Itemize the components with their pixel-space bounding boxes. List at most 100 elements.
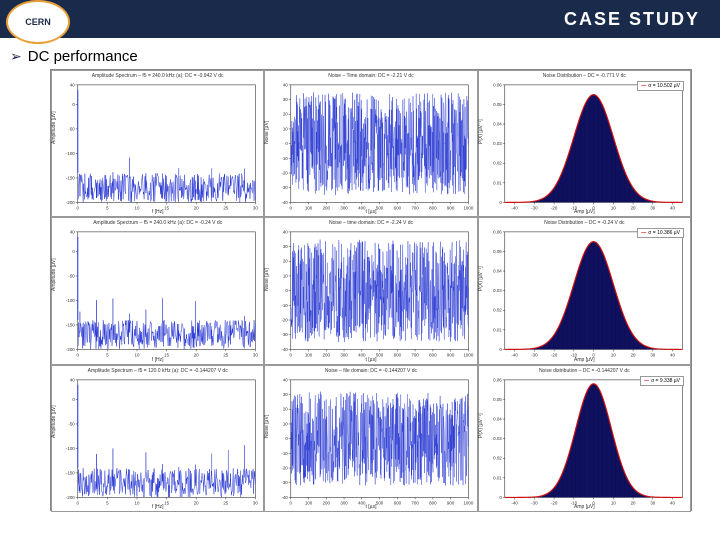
legend-box: —σ = 9.338 µV — [640, 376, 684, 386]
svg-text:20: 20 — [283, 406, 288, 411]
svg-text:0.03: 0.03 — [493, 288, 502, 293]
logo-text: CERN — [25, 17, 51, 27]
panel-title: Amplitude Spectrum – f5 = 240.0 kHz (a):… — [52, 73, 263, 79]
svg-text:-50: -50 — [68, 274, 75, 279]
x-axis-label: t [µs] — [265, 209, 476, 215]
svg-text:0: 0 — [72, 249, 75, 254]
bullet-text: DC performance — [28, 48, 138, 65]
svg-text:0.06: 0.06 — [493, 230, 502, 235]
svg-text:-30: -30 — [282, 480, 289, 485]
svg-text:-40: -40 — [282, 347, 289, 352]
svg-text:-40: -40 — [282, 200, 289, 205]
svg-text:-20: -20 — [282, 318, 289, 323]
svg-text:0.05: 0.05 — [493, 102, 502, 107]
y-axis-label: Amplitude [µV] — [51, 258, 57, 291]
svg-text:0.02: 0.02 — [493, 161, 502, 166]
chart-panel: -40-30-20-1001020304000.010.020.030.040.… — [478, 70, 691, 217]
svg-text:40: 40 — [70, 230, 75, 235]
svg-text:0.02: 0.02 — [493, 308, 502, 313]
svg-text:-100: -100 — [66, 151, 75, 156]
svg-text:30: 30 — [283, 244, 288, 249]
svg-text:10: 10 — [283, 274, 288, 279]
chart-panel: 01002003004005006007008009001000-40-30-2… — [264, 70, 477, 217]
svg-text:-10: -10 — [282, 450, 289, 455]
svg-text:20: 20 — [283, 112, 288, 117]
y-axis-label: P(X) [µV⁻¹] — [478, 414, 484, 439]
y-axis-label: Amplitude [µV] — [51, 406, 57, 439]
svg-text:-20: -20 — [282, 171, 289, 176]
svg-text:-150: -150 — [66, 175, 75, 180]
svg-text:-50: -50 — [68, 126, 75, 131]
svg-text:-30: -30 — [282, 185, 289, 190]
svg-text:30: 30 — [283, 97, 288, 102]
panel-title: Noise Distribution – DC = -0.24 V dc — [479, 220, 690, 226]
x-axis-label: f [Hz] — [52, 504, 263, 510]
svg-text:40: 40 — [283, 230, 288, 235]
x-axis-label: f [Hz] — [52, 357, 263, 363]
svg-text:0: 0 — [286, 288, 289, 293]
svg-text:40: 40 — [70, 82, 75, 87]
x-axis-label: Amp [µV] — [479, 209, 690, 215]
chart-panel: 051015202530-200-150-100-50040 Amplitude… — [51, 70, 264, 217]
legend-box: —σ = 10.502 µV — [637, 81, 684, 91]
bullet-row: ➢ DC performance — [0, 38, 720, 69]
panel-title: Noise – Time domain: DC = -2.21 V dc — [265, 73, 476, 79]
svg-text:0.04: 0.04 — [493, 122, 502, 127]
svg-text:0.01: 0.01 — [493, 328, 502, 333]
chart-panel: -40-30-20-1001020304000.010.020.030.040.… — [478, 365, 691, 512]
panel-title: Noise Distribution – DC = -0.771 V dc — [479, 73, 690, 79]
panel-title: Noise – file domain: DC = -0.144207 V dc — [265, 368, 476, 374]
svg-text:-150: -150 — [66, 470, 75, 475]
svg-text:-100: -100 — [66, 445, 75, 450]
chart-panel: 01002003004005006007008009001000-40-30-2… — [264, 217, 477, 364]
x-axis-label: Amp [µV] — [479, 357, 690, 363]
cern-logo: CERN — [8, 2, 68, 42]
legend-box: —σ = 10.386 µV — [637, 228, 684, 238]
svg-text:30: 30 — [283, 392, 288, 397]
chart-panel: 01002003004005006007008009001000-40-30-2… — [264, 365, 477, 512]
svg-text:40: 40 — [283, 82, 288, 87]
y-axis-label: P(X) [µV⁻¹] — [478, 266, 484, 291]
svg-text:0: 0 — [499, 200, 502, 205]
svg-text:0: 0 — [72, 397, 75, 402]
svg-text:10: 10 — [283, 421, 288, 426]
svg-text:0.01: 0.01 — [493, 475, 502, 480]
svg-text:0: 0 — [286, 436, 289, 441]
x-axis-label: f [Hz] — [52, 209, 263, 215]
svg-text:0: 0 — [499, 347, 502, 352]
svg-text:0.02: 0.02 — [493, 455, 502, 460]
svg-text:10: 10 — [283, 126, 288, 131]
chart-panel: 051015202530-200-150-100-50040 Amplitude… — [51, 365, 264, 512]
svg-text:0.04: 0.04 — [493, 269, 502, 274]
y-axis-label: Amplitude [µV] — [51, 111, 57, 144]
y-axis-label: P(X) [µV⁻¹] — [478, 119, 484, 144]
svg-text:0.01: 0.01 — [493, 180, 502, 185]
svg-text:-40: -40 — [282, 494, 289, 499]
y-axis-label: Noise [µV] — [264, 120, 270, 143]
svg-text:0.05: 0.05 — [493, 397, 502, 402]
chart-panel: -40-30-20-1001020304000.010.020.030.040.… — [478, 217, 691, 364]
svg-text:-10: -10 — [282, 156, 289, 161]
svg-text:40: 40 — [70, 377, 75, 382]
svg-text:-200: -200 — [66, 200, 75, 205]
svg-text:-100: -100 — [66, 298, 75, 303]
svg-text:0.05: 0.05 — [493, 249, 502, 254]
svg-text:0.03: 0.03 — [493, 436, 502, 441]
panel-title: Amplitude Spectrum – f5 = 120.0 kHz (a):… — [52, 368, 263, 374]
page-title: CASE STUDY — [564, 9, 700, 30]
header-bar: CERN CASE STUDY — [0, 0, 720, 38]
svg-text:-200: -200 — [66, 494, 75, 499]
svg-text:-50: -50 — [68, 421, 75, 426]
chart-panel: 051015202530-200-150-100-50040 Amplitude… — [51, 217, 264, 364]
svg-text:-200: -200 — [66, 347, 75, 352]
panel-title: Noise distribution – DC = -0.144207 V dc — [479, 368, 690, 374]
svg-text:0.04: 0.04 — [493, 416, 502, 421]
svg-text:0.06: 0.06 — [493, 377, 502, 382]
svg-text:0: 0 — [286, 141, 289, 146]
svg-text:0.06: 0.06 — [493, 82, 502, 87]
svg-text:-150: -150 — [66, 323, 75, 328]
svg-text:20: 20 — [283, 259, 288, 264]
panel-title: Noise – time domain: DC = -2.24 V dc — [265, 220, 476, 226]
svg-text:-20: -20 — [282, 465, 289, 470]
x-axis-label: Amp [µV] — [479, 504, 690, 510]
